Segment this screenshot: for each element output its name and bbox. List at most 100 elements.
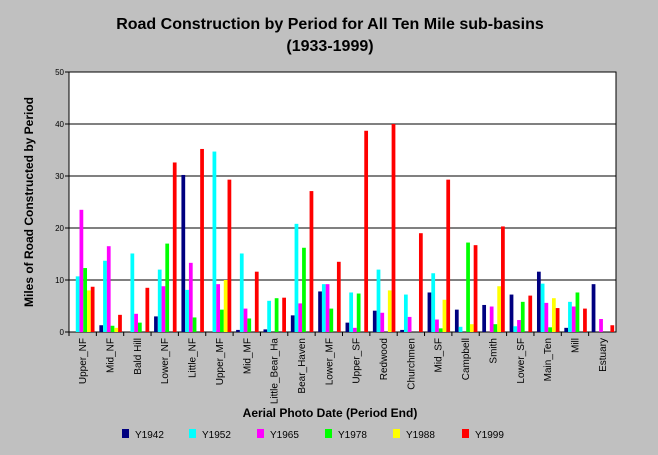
bar xyxy=(103,260,107,332)
y-tick-label: 40 xyxy=(55,120,64,129)
bar xyxy=(482,304,487,332)
bar xyxy=(540,283,545,332)
x-axis: Upper_NF Mid_NF Bald Hill Lower_NF Little_NF… xyxy=(68,332,609,404)
bar xyxy=(571,306,576,332)
bar xyxy=(372,310,377,332)
bar xyxy=(243,308,248,332)
bar xyxy=(473,245,478,332)
bar xyxy=(181,174,186,332)
legend-swatch xyxy=(189,429,196,438)
bar xyxy=(318,291,322,332)
bar xyxy=(380,312,385,332)
bar xyxy=(294,223,299,332)
x-category-label: Mill xyxy=(570,338,581,353)
bar xyxy=(349,292,354,332)
y-tick-label: 0 xyxy=(60,328,65,337)
legend-swatch xyxy=(257,429,264,438)
bar xyxy=(446,179,451,332)
bar xyxy=(212,151,217,332)
bar xyxy=(154,316,158,332)
x-category-label: Bear_Haven xyxy=(297,338,308,394)
bar xyxy=(99,325,104,332)
x-category-label: Upper_SF xyxy=(352,338,363,384)
bar xyxy=(489,306,494,332)
x-category-label: Lower_NF xyxy=(160,338,171,384)
legend-label: Y1952 xyxy=(202,430,231,441)
x-category-label: Mid_NF xyxy=(106,338,117,373)
bar xyxy=(548,327,552,332)
bar xyxy=(220,309,224,332)
x-category-label: Lower_SF xyxy=(516,338,527,384)
bar xyxy=(110,325,115,332)
bar xyxy=(403,294,408,332)
bar xyxy=(336,261,341,332)
bar xyxy=(236,329,240,332)
bar xyxy=(165,243,170,332)
legend-label: Y1978 xyxy=(338,430,367,441)
bars xyxy=(75,124,615,332)
bar xyxy=(356,293,361,332)
bar xyxy=(568,301,572,332)
legend-label: Y1942 xyxy=(135,430,164,441)
bar xyxy=(134,313,138,332)
bar xyxy=(345,322,350,332)
bar xyxy=(555,308,560,332)
grid-lines xyxy=(69,123,616,281)
bar xyxy=(400,329,404,332)
bar xyxy=(407,316,412,332)
y-tick-label: 10 xyxy=(55,276,64,285)
bar xyxy=(564,327,569,332)
bar xyxy=(157,269,162,332)
bar xyxy=(274,298,279,332)
bar xyxy=(87,290,91,332)
bar xyxy=(575,292,580,332)
bar xyxy=(520,301,525,332)
bar xyxy=(83,268,88,332)
plot-area xyxy=(68,71,617,333)
bar xyxy=(137,322,142,332)
x-category-label: Churchmen xyxy=(406,338,417,390)
bar xyxy=(435,319,439,332)
bar xyxy=(321,284,326,332)
bar xyxy=(438,328,443,332)
bar xyxy=(267,300,271,332)
bar xyxy=(290,315,295,332)
bar xyxy=(254,271,259,332)
chart-subtitle: (1933-1999) xyxy=(286,38,373,55)
bar xyxy=(442,299,447,332)
bar xyxy=(302,247,306,332)
bar xyxy=(466,242,470,332)
x-category-label: Upper_MF xyxy=(215,338,226,385)
bar xyxy=(216,284,221,332)
x-category-label: Bald Hill xyxy=(133,338,144,375)
bar xyxy=(114,327,119,332)
bar xyxy=(325,284,330,332)
bar xyxy=(75,276,80,332)
bar xyxy=(501,226,505,332)
x-axis-label: Aerial Photo Date (Period End) xyxy=(243,406,418,420)
legend-label: Y1999 xyxy=(475,430,504,441)
bar xyxy=(353,327,357,332)
x-category-label: Main_Ten xyxy=(543,338,554,381)
legend-label: Y1965 xyxy=(270,430,299,441)
bar xyxy=(118,314,122,332)
y-tick-label: 30 xyxy=(55,172,64,181)
bar xyxy=(454,309,459,332)
bar xyxy=(309,191,314,332)
bar xyxy=(493,324,498,332)
bar xyxy=(223,280,228,332)
legend: Y1942 Y1952 Y1965 Y1978 Y1988 Y1999 xyxy=(122,429,504,441)
bar xyxy=(427,292,432,332)
bar xyxy=(469,324,474,332)
x-category-label: Mid_SF xyxy=(434,338,445,372)
bar xyxy=(90,286,95,332)
bar xyxy=(239,253,244,332)
bar xyxy=(387,290,392,332)
bar xyxy=(161,286,166,332)
bar xyxy=(282,297,286,332)
bar xyxy=(188,262,193,332)
x-category-label: Redwood xyxy=(379,338,390,380)
x-category-label: Estuary xyxy=(598,338,609,372)
x-category-label: Smith xyxy=(488,338,499,364)
x-category-label: Mid_MF xyxy=(242,338,253,374)
